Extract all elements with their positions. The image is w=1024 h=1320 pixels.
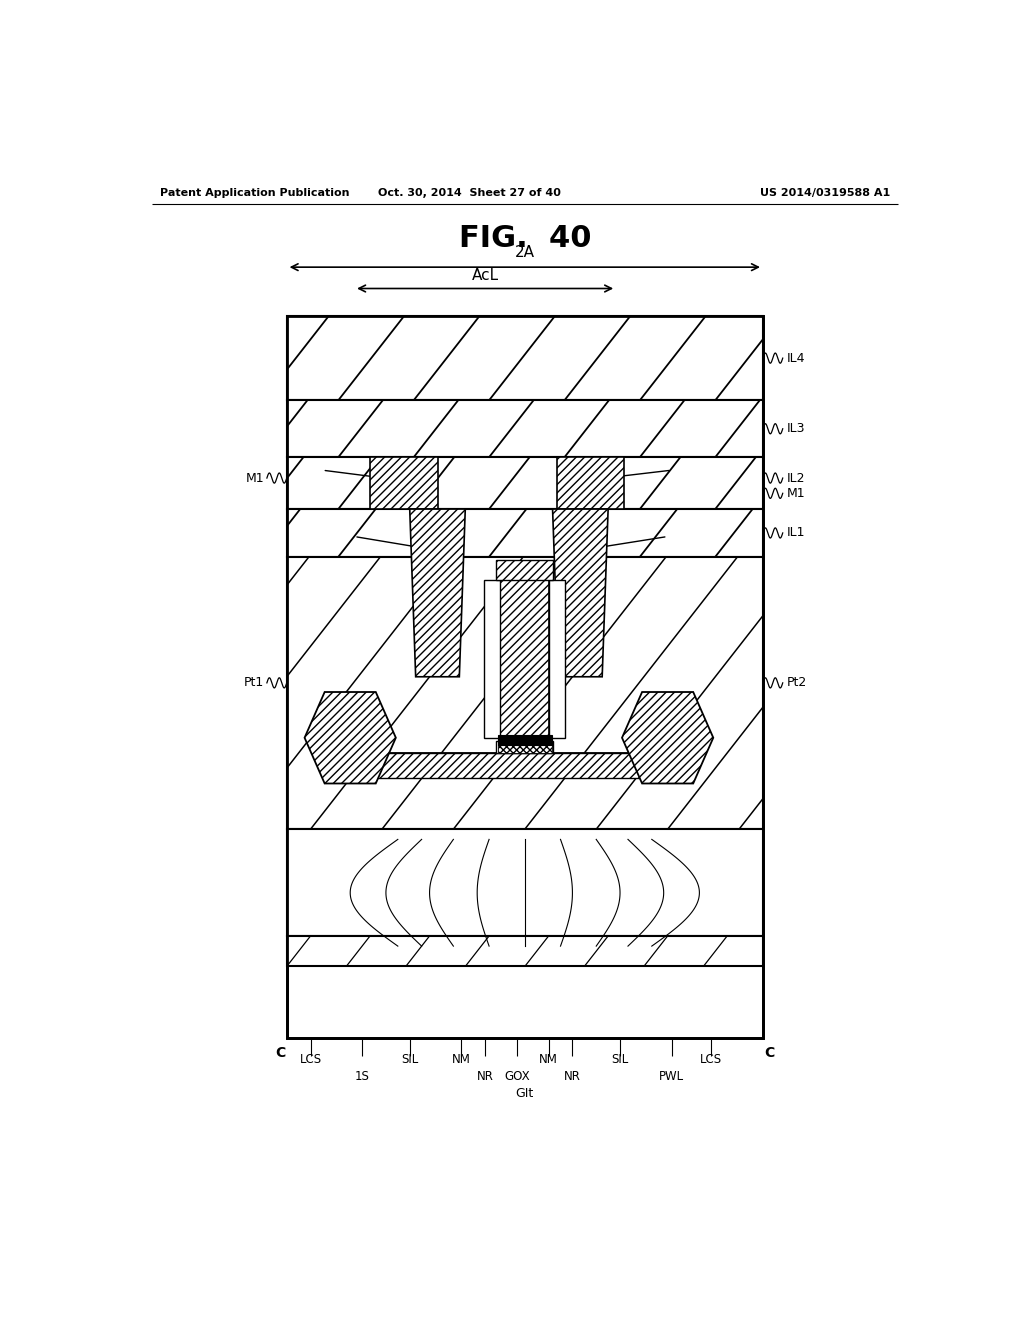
Polygon shape	[553, 510, 608, 677]
Bar	[500, 576, 550, 738]
Bar	[497, 741, 553, 752]
Bar	[287, 829, 763, 936]
Text: Pt1: Pt1	[245, 676, 264, 689]
Text: FIG.  40: FIG. 40	[459, 224, 591, 253]
Bar	[498, 741, 552, 752]
Bar	[498, 735, 552, 744]
Polygon shape	[304, 692, 396, 784]
Text: NR: NR	[564, 1069, 581, 1082]
Text: NR: NR	[477, 1069, 494, 1082]
Bar	[287, 457, 763, 510]
Text: IL2: IL2	[786, 471, 805, 484]
Bar	[342, 752, 659, 779]
Text: Pt2: Pt2	[786, 676, 807, 689]
Bar	[484, 581, 500, 738]
Text: SIL: SIL	[611, 1053, 629, 1067]
Bar	[370, 457, 437, 510]
Text: Oct. 30, 2014  Sheet 27 of 40: Oct. 30, 2014 Sheet 27 of 40	[378, 187, 561, 198]
Polygon shape	[410, 510, 465, 677]
Text: NM: NM	[540, 1053, 558, 1067]
Bar	[287, 510, 763, 557]
Text: IL4: IL4	[786, 351, 805, 364]
Text: M1: M1	[786, 487, 805, 500]
Bar	[557, 457, 624, 510]
Bar	[550, 581, 565, 738]
Text: US 2014/0319588 A1: US 2014/0319588 A1	[760, 187, 890, 198]
Text: PWL: PWL	[659, 1069, 684, 1082]
Text: C: C	[764, 1045, 774, 1060]
Text: AcL: AcL	[472, 268, 499, 282]
Bar	[287, 315, 763, 1038]
Text: 1S: 1S	[354, 1069, 370, 1082]
Text: GIt: GIt	[516, 1086, 534, 1100]
Bar	[287, 315, 763, 1038]
Bar	[287, 557, 763, 829]
Text: Patent Application Publication: Patent Application Publication	[160, 187, 349, 198]
Bar	[287, 315, 763, 400]
Text: SIL: SIL	[401, 1053, 419, 1067]
Bar	[342, 752, 659, 779]
Bar	[497, 560, 553, 581]
Text: IL3: IL3	[786, 422, 805, 436]
Text: LCS: LCS	[700, 1053, 722, 1067]
Text: LCS: LCS	[299, 1053, 322, 1067]
Polygon shape	[622, 692, 714, 784]
Text: 2A: 2A	[515, 246, 535, 260]
Text: NM: NM	[452, 1053, 471, 1067]
Bar	[287, 400, 763, 457]
Text: C: C	[275, 1045, 286, 1060]
Text: M1: M1	[246, 471, 264, 484]
Text: GOX: GOX	[504, 1069, 529, 1082]
Bar	[287, 936, 763, 966]
Text: IL1: IL1	[786, 527, 805, 540]
